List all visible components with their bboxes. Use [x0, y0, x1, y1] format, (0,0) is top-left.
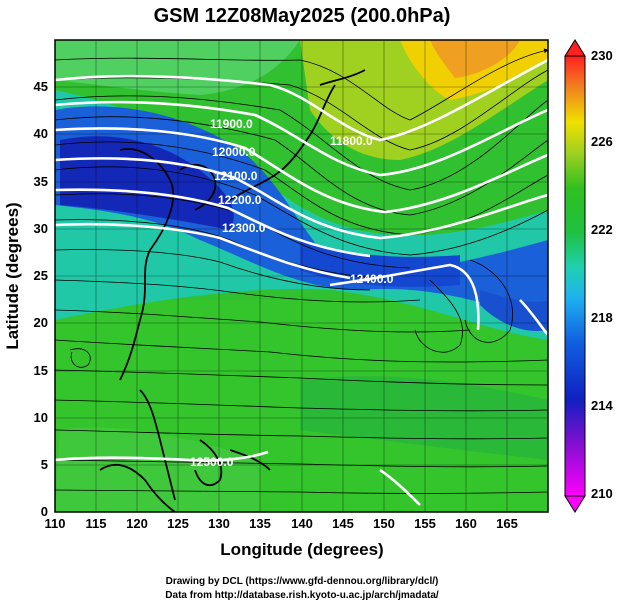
contour-label: 12100.0	[214, 169, 258, 183]
plot-frame	[54, 39, 549, 513]
contour-label-group: 11800.0 11900.0 12000.0 12100.0 12200.0 …	[190, 117, 394, 469]
x-tick-label: 145	[332, 516, 354, 531]
y-axis: 0 5 10 15 20 25 30 35 40 45	[34, 79, 48, 519]
contour-label: 12300.0	[222, 221, 266, 235]
x-tick-label: 150	[373, 516, 395, 531]
x-axis: 110 115 120 125 130 135 140 145 150 155 …	[45, 516, 518, 531]
contour-label: 12200.0	[218, 193, 262, 207]
colorbar-top-cap	[564, 39, 586, 57]
colorbar-tick-label: 218	[591, 310, 613, 325]
y-tick-label: 35	[34, 174, 48, 189]
contour-label: 12500.0	[190, 455, 234, 469]
x-tick-label: 165	[496, 516, 518, 531]
x-tick-label: 120	[126, 516, 148, 531]
map-title: GSM 12Z08May2025 (200.0hPa)	[154, 5, 451, 27]
height-contours	[55, 58, 548, 506]
x-tick-label: 140	[291, 516, 313, 531]
contour-label: 12000.0	[212, 145, 256, 159]
y-tick-label: 30	[34, 221, 48, 236]
y-tick-label: 0	[41, 504, 48, 519]
contour-label: 11900.0	[210, 117, 253, 131]
colorbar-tick-label: 226	[591, 134, 613, 149]
x-tick-label: 135	[249, 516, 271, 531]
wind-streamlines	[55, 48, 548, 494]
y-tick-label: 25	[34, 268, 48, 283]
y-tick-label: 10	[34, 410, 48, 425]
x-tick-label: 155	[414, 516, 436, 531]
coastlines	[99, 69, 366, 512]
y-tick-label: 15	[34, 363, 48, 378]
x-axis-label: Longitude (degrees)	[220, 540, 383, 559]
colorbar-scale	[564, 55, 586, 497]
colorbar-bottom-cap	[564, 495, 586, 513]
x-tick-label: 125	[167, 516, 189, 531]
x-tick-label: 160	[455, 516, 477, 531]
colorbar-tick-label: 230	[591, 48, 613, 63]
y-tick-label: 40	[34, 126, 48, 141]
y-tick-label: 45	[34, 79, 48, 94]
colorbar-tick-label: 210	[591, 486, 613, 501]
x-tick-label: 130	[208, 516, 230, 531]
x-tick-label: 110	[45, 516, 66, 531]
footer-credit-dcl: Drawing by DCL (https://www.gfd-dennou.o…	[166, 576, 439, 587]
contour-label: 11800.0	[330, 134, 373, 148]
y-tick-label: 5	[41, 457, 48, 472]
y-axis-label: Latitude (degrees)	[3, 202, 22, 349]
colorbar: 210 214 218 222 226 230	[564, 39, 613, 513]
colorbar-tick-label: 222	[591, 222, 613, 237]
contour-label: 12400.0	[350, 272, 394, 286]
colorbar-tick-label: 214	[591, 398, 613, 413]
footer-credit-data: Data from http://database.rish.kyoto-u.a…	[165, 590, 439, 601]
x-tick-label: 115	[86, 516, 107, 531]
y-tick-label: 20	[34, 315, 48, 330]
